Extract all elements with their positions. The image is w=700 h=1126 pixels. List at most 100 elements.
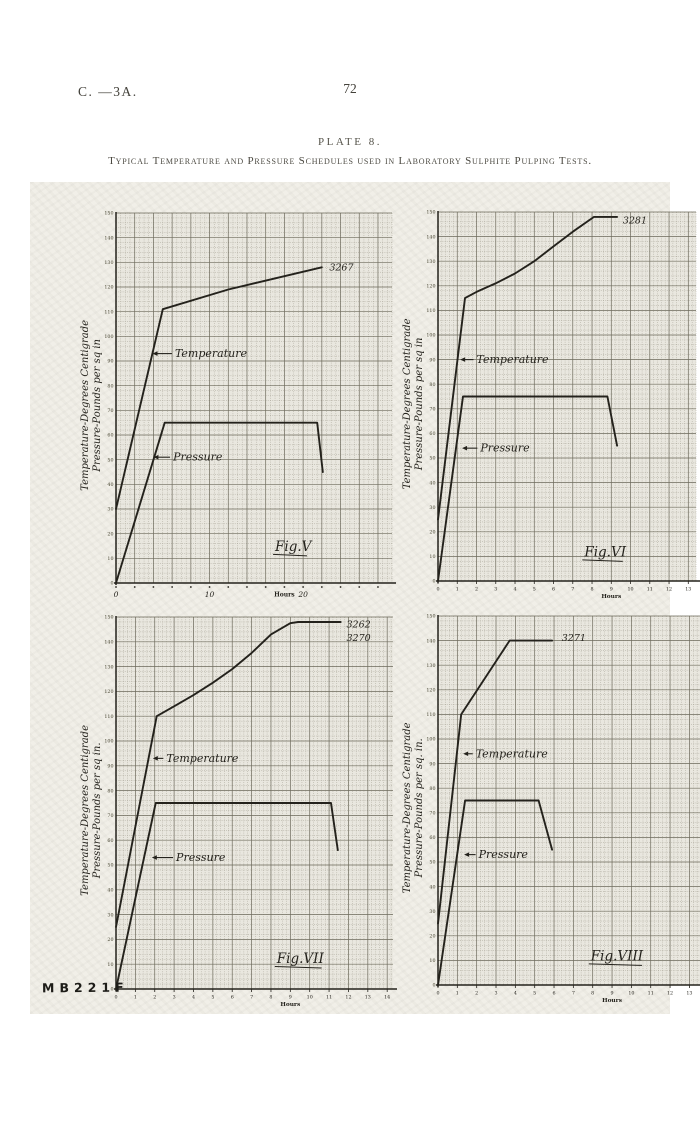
svg-text:Temperature-Degrees Centigrade: Temperature-Degrees Centigrade — [80, 725, 91, 896]
svg-text:40: 40 — [429, 480, 435, 486]
svg-text:150: 150 — [104, 615, 113, 621]
svg-text:40: 40 — [107, 482, 113, 488]
svg-text:110: 110 — [104, 309, 113, 315]
svg-text:60: 60 — [429, 431, 435, 437]
svg-text:130: 130 — [426, 663, 435, 669]
chart-fig-viii: 0 10 20 30 40 50 60 70 80 90 100 110 120 130 140 150 0 1 2… — [396, 606, 700, 1013]
svg-text:110: 110 — [426, 308, 435, 314]
svg-text:14: 14 — [384, 995, 390, 1001]
svg-text:120: 120 — [426, 688, 435, 694]
svg-text:4: 4 — [514, 991, 517, 997]
svg-text:Fig.VII: Fig.VII — [276, 951, 325, 967]
svg-text:Fig.VI: Fig.VI — [583, 544, 626, 560]
svg-text:20: 20 — [429, 934, 435, 940]
svg-text:80: 80 — [107, 383, 113, 389]
svg-text:6: 6 — [552, 991, 555, 997]
svg-text:10: 10 — [205, 590, 215, 599]
plate-title: PLATE 8. — [318, 136, 382, 148]
svg-text:60: 60 — [107, 433, 113, 439]
svg-text:90: 90 — [107, 764, 113, 770]
svg-text:Fig.V: Fig.V — [274, 539, 313, 555]
svg-text:20: 20 — [107, 937, 113, 943]
svg-text:Pressure: Pressure — [479, 442, 530, 455]
svg-text:Pressure-Pounds per sq. in.: Pressure-Pounds per sq. in. — [414, 738, 425, 878]
svg-text:0: 0 — [432, 579, 435, 585]
svg-text:140: 140 — [426, 234, 435, 240]
svg-text:5: 5 — [211, 995, 214, 1001]
svg-text:60: 60 — [107, 838, 113, 844]
svg-text:Pressure: Pressure — [478, 848, 529, 861]
svg-text:130: 130 — [104, 260, 113, 266]
svg-text:5: 5 — [533, 991, 536, 997]
svg-text:12: 12 — [666, 587, 672, 593]
svg-text:Pressure-Pounds per sq in: Pressure-Pounds per sq in — [92, 339, 103, 473]
svg-text:70: 70 — [107, 408, 113, 414]
svg-text:Temperature-Degrees Centigrade: Temperature-Degrees Centigrade — [402, 722, 413, 893]
svg-text:150: 150 — [104, 211, 113, 217]
svg-text:Temperature: Temperature — [166, 752, 239, 765]
svg-text:11: 11 — [648, 991, 654, 997]
svg-text:100: 100 — [104, 334, 113, 340]
svg-text:3270: 3270 — [347, 633, 371, 644]
svg-text:3281: 3281 — [623, 216, 647, 227]
page-reference: C. —3A. — [78, 84, 138, 99]
svg-text:3267: 3267 — [329, 262, 354, 273]
svg-text:50: 50 — [429, 860, 435, 866]
svg-text:20: 20 — [429, 530, 435, 536]
svg-text:70: 70 — [429, 811, 435, 817]
svg-text:Hours: Hours — [274, 592, 295, 599]
svg-text:7: 7 — [571, 587, 574, 593]
svg-text:7: 7 — [250, 995, 253, 1001]
svg-text:0: 0 — [110, 581, 113, 587]
svg-text:50: 50 — [429, 456, 435, 462]
svg-text:40: 40 — [107, 888, 113, 894]
svg-text:140: 140 — [104, 640, 113, 646]
svg-text:2: 2 — [153, 995, 156, 1001]
svg-text:80: 80 — [429, 786, 435, 792]
svg-text:0: 0 — [436, 991, 439, 997]
svg-text:10: 10 — [307, 995, 313, 1001]
svg-text:7: 7 — [572, 991, 575, 997]
svg-text:90: 90 — [429, 357, 435, 363]
svg-text:Temperature-Degrees Centigrade: Temperature-Degrees Centigrade — [80, 320, 91, 491]
svg-text:80: 80 — [429, 382, 435, 388]
svg-text:Temperature-Degrees Centigrade: Temperature-Degrees Centigrade — [402, 318, 413, 489]
svg-text:40: 40 — [429, 884, 435, 890]
svg-text:20: 20 — [107, 531, 113, 537]
svg-text:110: 110 — [426, 712, 435, 718]
svg-text:13: 13 — [685, 587, 691, 593]
svg-text:30: 30 — [429, 505, 435, 511]
svg-text:Hours: Hours — [280, 1002, 301, 1008]
svg-text:8: 8 — [590, 587, 593, 593]
svg-text:10: 10 — [107, 962, 113, 968]
svg-text:110: 110 — [104, 714, 113, 720]
svg-text:150: 150 — [426, 210, 435, 216]
svg-text:0: 0 — [432, 983, 435, 989]
svg-text:11: 11 — [326, 995, 332, 1001]
svg-text:Hours: Hours — [602, 998, 623, 1004]
svg-text:10: 10 — [107, 556, 113, 562]
svg-text:100: 100 — [104, 739, 113, 745]
svg-text:80: 80 — [107, 788, 113, 794]
svg-text:50: 50 — [107, 863, 113, 869]
svg-text:12: 12 — [667, 991, 673, 997]
svg-text:130: 130 — [104, 664, 113, 670]
plate-subtitle: Typical Temperature and Pressure Schedul… — [108, 155, 592, 167]
svg-text:9: 9 — [611, 991, 614, 997]
svg-text:6: 6 — [552, 587, 555, 593]
svg-text:8: 8 — [591, 991, 594, 997]
svg-text:130: 130 — [426, 259, 435, 265]
svg-text:4: 4 — [513, 587, 516, 593]
chart-fig-v: 0 10 20 30 40 50 60 70 80 90 100 110 120 130 140 150 0 10… — [74, 203, 406, 611]
svg-text:Pressure: Pressure — [175, 851, 226, 864]
svg-text:140: 140 — [104, 235, 113, 241]
svg-text:50: 50 — [107, 457, 113, 463]
svg-text:150: 150 — [426, 614, 435, 620]
chart-fig-vii: 0 10 20 30 40 50 60 70 80 90 100 110 120 130 140 150 0 1 2… — [74, 607, 407, 1017]
svg-text:9: 9 — [289, 995, 292, 1001]
svg-text:Hours: Hours — [601, 594, 622, 600]
